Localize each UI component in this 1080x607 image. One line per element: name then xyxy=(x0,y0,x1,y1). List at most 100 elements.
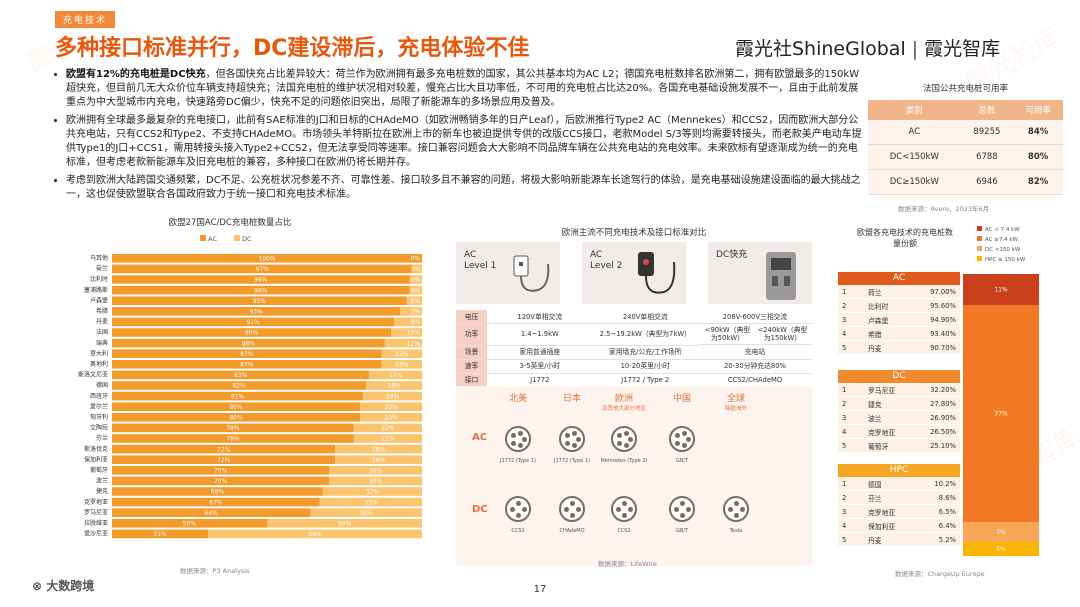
bar-segment xyxy=(335,444,422,454)
cell: 26.90% xyxy=(912,410,960,425)
tech-comparison: 欧洲主流不同充电技术及接口标准对比 AC Level 1 AC Level 2 DC… xyxy=(456,218,812,570)
share-column: HPC ≥ 150 kW DC <150 kW AC ≥7.4 kW AC < 7.4… xyxy=(963,226,1039,556)
value-label: 3% xyxy=(410,266,420,273)
category-label: 罗马尼亚 xyxy=(84,508,108,516)
connector-icon xyxy=(559,496,585,522)
connector-icon xyxy=(669,426,695,452)
category-label: 马耳他 xyxy=(90,254,108,262)
row-header: 接口 xyxy=(456,373,488,388)
text: 欧洲拥有全球最多最复杂的充电接口，此前有SAE标准的J口和日标的CHAdeMO（… xyxy=(66,115,862,168)
bar-segment xyxy=(112,497,320,507)
region: 北美 xyxy=(488,394,548,404)
bullet: 考虑到欧洲大陆跨国交通频繁，DC不足、公充桩状况参差不齐、可靠性差、接口较多且不… xyxy=(66,174,866,202)
value-label: 93% xyxy=(249,309,263,316)
charger-image: AC Level 2 xyxy=(582,242,686,304)
bar-segment xyxy=(112,508,311,517)
legend-swatch xyxy=(977,256,982,261)
legend-swatch xyxy=(977,236,982,241)
rank-group: DC 1 罗马尼亚 32.20% 2 捷克 27.80% 3 波兰 26.90% 4 克罗地亚 26.5… xyxy=(838,370,960,453)
cell-text: <90kW（典型为50kW） xyxy=(704,326,751,342)
bar-segment xyxy=(360,402,422,411)
header-cell: 总数 xyxy=(960,100,1014,120)
bar-segment xyxy=(112,455,336,464)
logo-text: 霞光智库 xyxy=(924,38,1001,60)
value-label: 12% xyxy=(407,340,421,347)
bar-segment xyxy=(112,444,336,454)
legend-swatch xyxy=(200,235,206,241)
page-title: 多种接口标准并行，DC建设滞后，充电体验不佳 xyxy=(55,36,530,61)
bar-segment xyxy=(381,360,422,369)
region-name: 日本 xyxy=(562,394,581,404)
legend-swatch xyxy=(234,235,240,241)
value-label: 70% xyxy=(214,468,228,475)
bar-segment xyxy=(366,381,422,390)
cell: 3-5英里/小时 xyxy=(487,359,593,374)
cell: DC<150kW xyxy=(868,144,961,170)
row: 4 克罗地亚 26.50% xyxy=(838,424,960,439)
legend-label: AC < 7.4 kW xyxy=(985,227,1020,233)
text: Level 1 xyxy=(464,261,497,271)
region-name: 北美 xyxy=(508,394,527,404)
row: 功率 1.4~1.9kW 2.5~19.2kW（典型为7kW） <90kW（典型为50… xyxy=(456,323,812,346)
value-label: 30% xyxy=(369,468,383,475)
value-label: 50% xyxy=(338,521,352,528)
category-label: 葡萄牙 xyxy=(90,466,108,474)
cell-text: 208V-600V三相交流 xyxy=(722,312,788,321)
value-label: 70% xyxy=(214,478,228,485)
pin xyxy=(511,440,517,446)
bar-segment xyxy=(394,317,422,327)
rank-group: HPC 1 德国 10.2% 2 芬兰 8.6% 3 克罗地亚 6.5% 4 保加利亚 6.4% 5 丹麦 5… xyxy=(838,464,960,547)
bar-segment xyxy=(329,476,422,486)
bar-segment xyxy=(360,413,422,422)
legend-swatch xyxy=(977,226,982,231)
category-label: 匈牙利 xyxy=(90,413,108,421)
region-sub: 及其他大部分地区 xyxy=(601,406,646,412)
bar-segment xyxy=(322,487,422,496)
section-title: 欧盟各充电技术的充电桩数量份额 xyxy=(857,228,953,248)
category-label: 斯洛伐克 xyxy=(84,445,108,453)
cell: 4 xyxy=(838,518,864,533)
value-label: 28% xyxy=(372,446,386,453)
cell: 90.70% xyxy=(907,340,960,355)
cell: 6788 xyxy=(960,144,1014,170)
row-label: AC xyxy=(472,432,488,443)
category-label: 意大利 xyxy=(90,349,108,357)
rank-table: 1 罗马尼亚 32.20% 2 捷克 27.80% 3 波兰 26.90% 4 克罗地亚 26.50%… xyxy=(838,383,960,453)
value-label: 33% xyxy=(364,499,378,506)
bullets: 欧盟有12%的充电桩是DC快充，但各国快充占比差异较大：荷兰作为欧洲拥有最多充电… xyxy=(52,68,866,206)
cell-text: 10-20英里/小时 xyxy=(620,362,670,370)
source: 数据来源：P3 Analysis xyxy=(180,566,250,575)
row: 1 罗马尼亚 32.20% xyxy=(838,383,960,397)
pin xyxy=(510,507,515,512)
bar-segment xyxy=(353,434,422,443)
cell: 德国 xyxy=(864,477,917,491)
bar-segment xyxy=(329,466,422,475)
connector-name: J1772 (Type 1) xyxy=(554,458,590,464)
connector-name: J1772 (Type 1) xyxy=(500,458,536,464)
pin xyxy=(576,507,581,512)
row: 3 卢森堡 94.90% xyxy=(838,312,960,327)
bar-segment xyxy=(112,391,364,401)
bar-segment xyxy=(112,434,354,443)
value-label: 50% xyxy=(183,521,197,528)
value-label: 69% xyxy=(308,531,322,538)
cell: 6.4% xyxy=(916,518,960,533)
cell-text: 2.5~19.2kW（典型为7kW） xyxy=(599,330,691,339)
row: 5 丹麦 5.2% xyxy=(838,532,960,547)
category-label: 西班牙 xyxy=(90,392,108,400)
bar-segment xyxy=(112,402,360,411)
bar-segment xyxy=(112,423,354,433)
value-label: 13% xyxy=(395,362,409,369)
cell: 6946 xyxy=(960,169,1014,195)
cell: <90kW（典型为50kW） <240kW（典型为150kW） xyxy=(697,324,812,345)
page-number: 17 xyxy=(533,584,547,595)
rank-table: 1 荷兰 97.00% 2 比利时 95.60% 3 卢森堡 94.90% 4 希腊 93.40% 5 丹… xyxy=(838,285,960,355)
row-header: 速率 xyxy=(456,359,488,374)
value-label: 32% xyxy=(366,489,380,496)
row: 1 荷兰 97.00% xyxy=(838,285,960,299)
cell: 充电站 xyxy=(697,345,812,360)
bar-segment xyxy=(112,307,401,316)
pin xyxy=(571,442,577,448)
connector-icon xyxy=(505,426,531,452)
